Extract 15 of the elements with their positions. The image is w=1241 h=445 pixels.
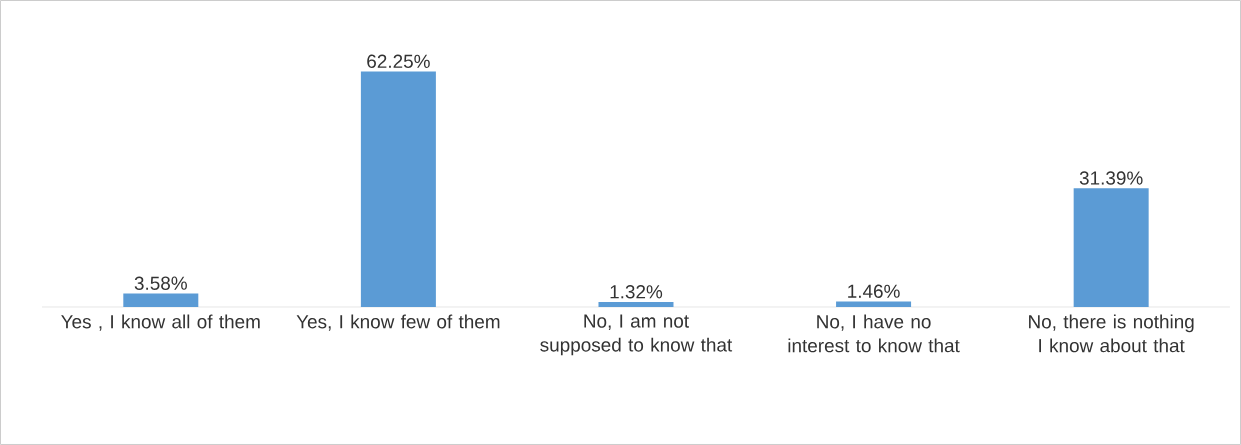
bar bbox=[598, 301, 674, 307]
data-label: 62.25% bbox=[367, 54, 430, 68]
data-label: 3.58% bbox=[134, 276, 187, 290]
x-tick-label: Yes , I know all of them bbox=[61, 314, 260, 331]
data-label: 1.46% bbox=[848, 284, 900, 298]
bar bbox=[836, 301, 912, 307]
x-tick-label: No, there is nothing I know about that bbox=[1029, 314, 1194, 353]
x-tick-label: No, I have no interest to know that bbox=[788, 314, 960, 353]
x-tick-label: No, I am not supposed to know that bbox=[540, 314, 733, 356]
bar bbox=[360, 71, 436, 307]
bar bbox=[123, 293, 199, 307]
data-label: 1.32% bbox=[610, 285, 663, 299]
data-label: 31.39% bbox=[1079, 171, 1143, 185]
x-tick-label: Yes, I know few of them bbox=[296, 314, 500, 331]
bar bbox=[1073, 188, 1149, 307]
